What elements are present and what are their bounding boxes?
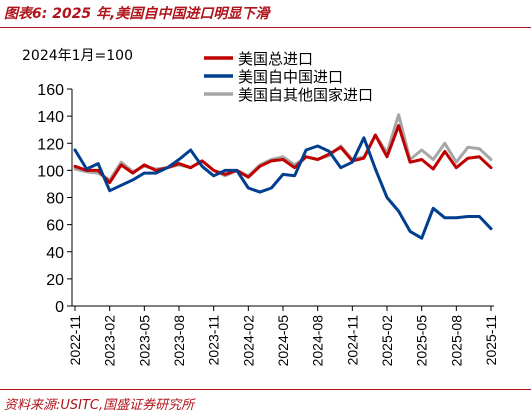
x-tick-label: 2025-02 bbox=[379, 315, 395, 367]
x-tick-label: 2025-05 bbox=[414, 315, 430, 367]
legend-label: 美国自中国进口 bbox=[238, 68, 343, 86]
line-chart: 2024年1月=100 0 20 40 60 80 100 120 140 160 2022-11 2… bbox=[22, 48, 499, 366]
chart-title: 图表6: 2025 年,美国自中国进口明显下滑 bbox=[4, 6, 270, 22]
x-tick-label: 2024-02 bbox=[240, 315, 256, 367]
source-note: 资料来源:USITC,国盛证券研究所 bbox=[4, 398, 195, 413]
y-tick-label: 60 bbox=[46, 218, 64, 235]
x-tick-label: 2023-08 bbox=[171, 315, 187, 367]
x-tick-label: 2024-08 bbox=[310, 315, 326, 367]
y-tick-label: 160 bbox=[37, 82, 64, 99]
x-tick-label: 2023-05 bbox=[136, 315, 152, 367]
y-tick-label: 20 bbox=[46, 272, 64, 289]
title-divider bbox=[0, 27, 531, 28]
chart-series bbox=[73, 113, 493, 240]
unit-label: 2024年1月=100 bbox=[22, 48, 133, 64]
x-tick-label: 2023-02 bbox=[102, 315, 118, 367]
y-tick-label: 0 bbox=[55, 299, 64, 316]
y-tick-label: 100 bbox=[37, 163, 64, 180]
series-line bbox=[73, 136, 493, 240]
chart-axes: 2024年1月=100 0 20 40 60 80 100 120 140 160 2022-11 2… bbox=[22, 48, 499, 366]
y-tick-label: 120 bbox=[37, 136, 64, 153]
y-tick-label: 140 bbox=[37, 109, 64, 126]
source-divider bbox=[0, 389, 531, 390]
legend-label: 美国自其他国家进口 bbox=[238, 86, 373, 104]
y-tick-label: 40 bbox=[46, 245, 64, 262]
series-line bbox=[73, 124, 493, 185]
x-tick-label: 2022-11 bbox=[67, 315, 83, 366]
x-tick-label: 2025-11 bbox=[483, 315, 499, 366]
x-tick-label: 2025-08 bbox=[448, 315, 464, 367]
x-tick-label: 2024-11 bbox=[344, 315, 360, 366]
x-tick-label: 2023-11 bbox=[206, 315, 222, 366]
x-tick-label: 2024-05 bbox=[275, 315, 291, 367]
legend-label: 美国总进口 bbox=[238, 50, 313, 68]
y-tick-label: 80 bbox=[46, 191, 64, 208]
